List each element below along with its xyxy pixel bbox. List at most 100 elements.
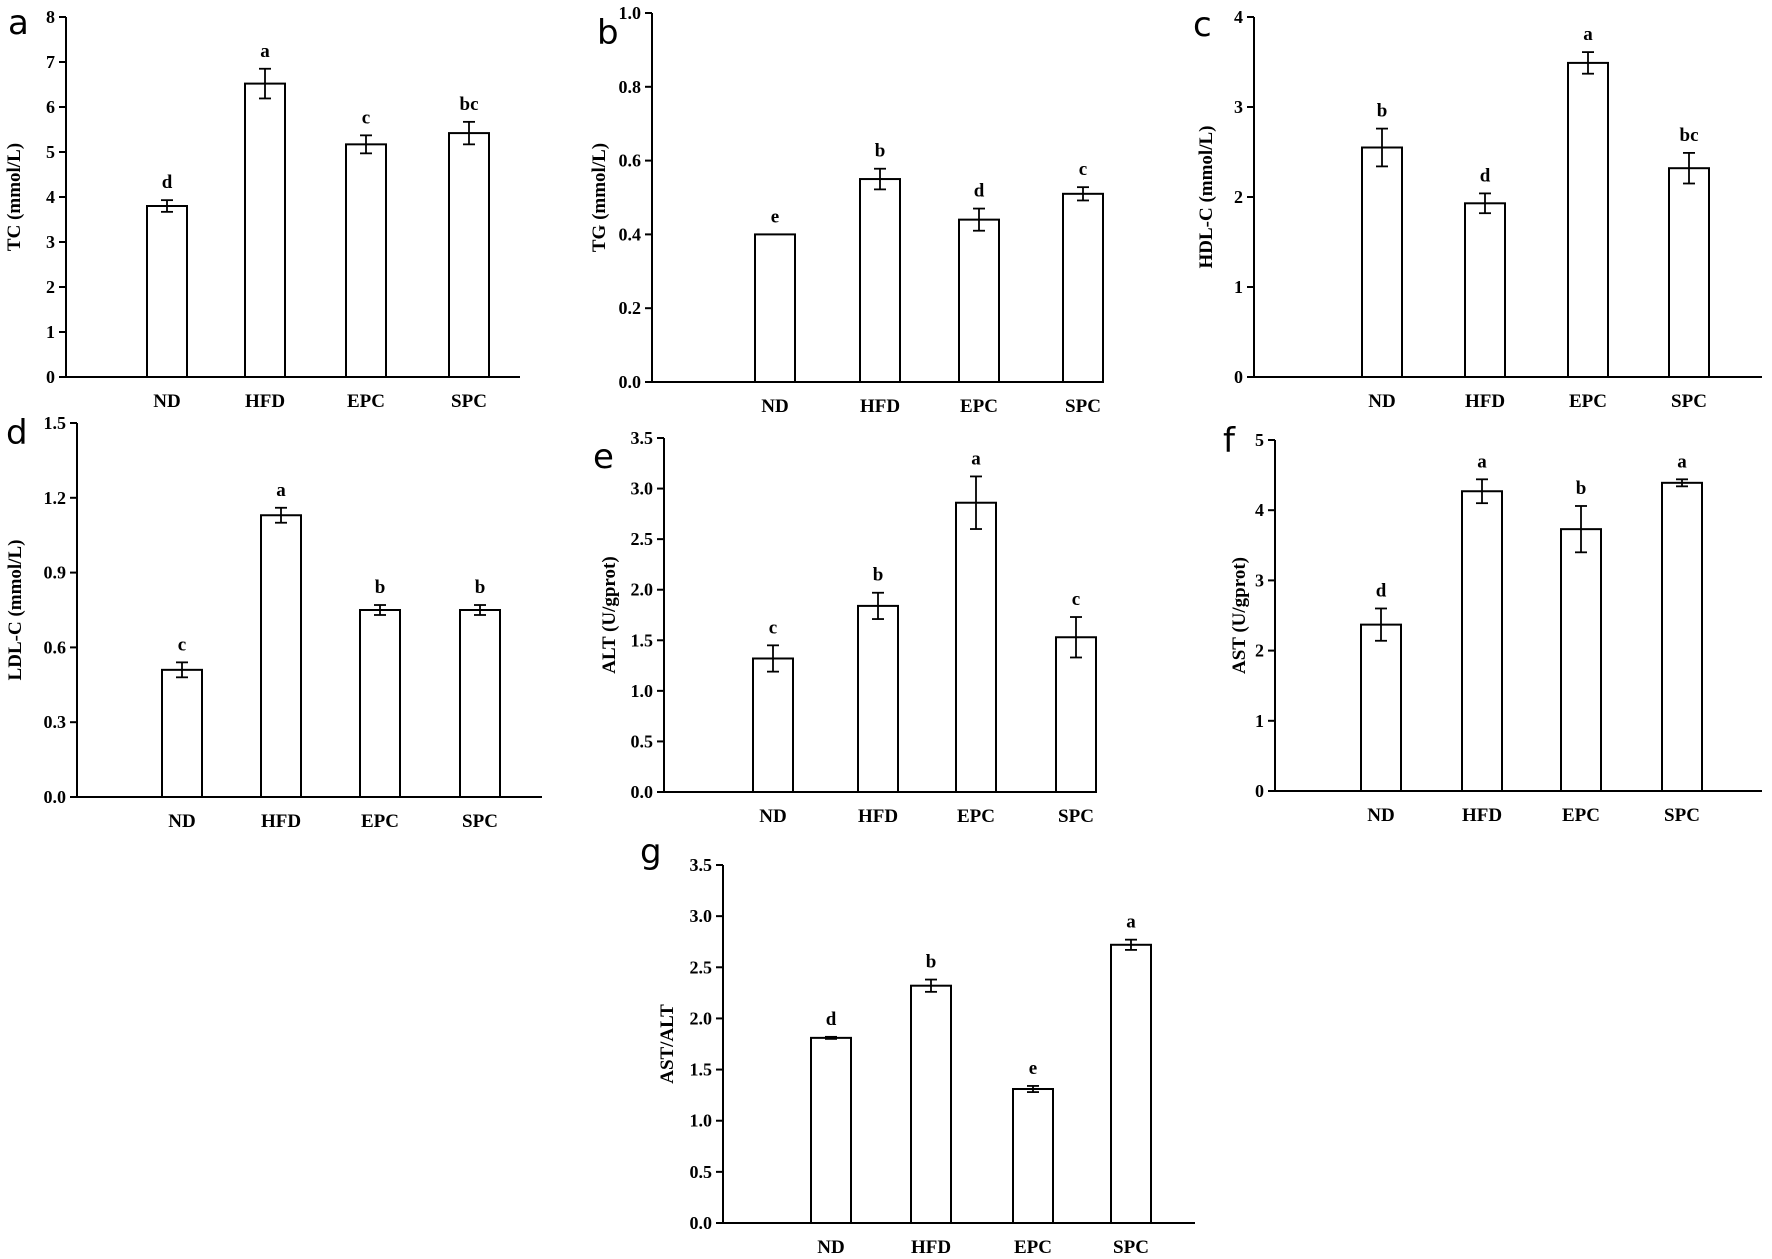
y-tick-label: 1.0 [631,681,654,701]
x-tick-label: ND [1368,391,1395,412]
bar-nd [1360,623,1402,792]
y-tick-label: 0.3 [44,712,67,732]
x-tick-label: HFD [911,1237,951,1258]
x-tick-label: EPC [361,811,399,832]
x-tick-label: ND [1367,805,1394,826]
significance-label: a [1477,451,1487,472]
y-tick-label: 0.6 [44,637,67,657]
significance-label: b [375,577,386,598]
y-tick-label: 4 [1255,500,1264,520]
x-tick-label: ND [168,811,195,832]
panel-c: c 0 1 2 3 4 HDL-C (mmol/L) b ND d HFD a EPC bc SPC [1193,5,1762,412]
y-tick-label: 0.2 [619,298,642,318]
significance-label: bc [460,94,479,115]
panel-letter: d [6,413,28,453]
y-tick-label: 0.0 [631,782,654,802]
significance-label: c [1072,589,1080,610]
bar-hfd [859,178,901,383]
y-axis-title: AST/ALT [657,1004,678,1084]
bar-spc [448,132,490,378]
significance-label: c [1079,159,1087,180]
significance-label: b [875,141,886,162]
panel-letter: b [597,13,619,53]
y-tick-label: 5 [46,142,55,162]
y-tick-label: 0.9 [44,563,67,583]
y-tick-label: 3.0 [690,906,713,926]
x-tick-label: ND [761,396,788,417]
x-tick-label: ND [817,1237,844,1258]
x-tick-label: EPC [1014,1237,1052,1258]
y-tick-label: 1.5 [690,1060,713,1080]
x-tick-label: SPC [1058,806,1094,827]
y-tick-label: 2.0 [631,580,654,600]
significance-label: c [362,107,370,128]
significance-label: a [1677,451,1687,472]
bar-epc [1012,1088,1054,1225]
y-tick-label: 1.0 [690,1111,713,1131]
y-tick-label: 8 [46,7,55,27]
bar-nd [1361,146,1403,378]
panel-a: a 0 1 2 3 4 5 6 7 8 TC (mmol/L) d ND a HFD c EPC bc SPC [4,3,520,412]
panel-letter: a [8,3,29,43]
bar-nd [161,668,203,799]
bar-epc [359,609,401,798]
y-tick-label: 3 [1234,97,1243,117]
y-axis-title: TG (mmol/L) [589,143,610,252]
panel-b: b 0.0 0.2 0.4 0.6 0.8 1.0 TG (mmol/L) e ND b HFD d EP… [589,3,1104,417]
significance-label: a [971,448,981,469]
y-tick-label: 3.5 [631,428,654,448]
bar-epc [1567,61,1609,379]
significance-label: b [873,565,884,586]
significance-label: a [1583,24,1593,45]
bar-hfd [857,604,899,794]
x-tick-label: EPC [347,391,385,412]
bar-spc [1668,167,1710,378]
y-tick-label: 1 [46,322,55,342]
y-tick-label: 0 [1255,781,1264,801]
y-tick-label: 2 [1234,187,1243,207]
panel-letter: e [593,437,614,477]
bar-epc [955,501,997,793]
y-tick-label: 1.2 [44,488,67,508]
y-tick-label: 4 [1234,7,1243,27]
x-tick-label: EPC [957,806,995,827]
y-tick-label: 0 [1234,367,1243,387]
y-tick-label: 1.5 [44,413,67,433]
significance-label: d [826,1009,837,1030]
significance-label: b [1576,478,1587,499]
y-tick-label: 0.8 [619,77,642,97]
bar-spc [1062,192,1104,383]
y-tick-label: 2 [1255,641,1264,661]
y-axis-title: AST (U/gprot) [1229,557,1250,674]
panel-letter: f [1223,421,1236,461]
y-tick-label: 2.0 [690,1008,713,1028]
significance-label: b [1377,101,1388,122]
bar-spc [1055,636,1097,793]
y-tick-label: 0.0 [619,372,642,392]
y-tick-label: 0.0 [690,1213,713,1233]
panel-e: e 0.0 0.5 1.0 1.5 2.0 2.5 3.0 3.5 ALT (U/gprot) c N… [593,428,1097,827]
x-tick-label: ND [759,806,786,827]
bar-hfd [1461,490,1503,792]
y-tick-label: 2.5 [631,529,654,549]
y-tick-label: 6 [46,97,55,117]
x-tick-label: EPC [1569,391,1607,412]
significance-label: bc [1680,125,1699,146]
y-tick-label: 0 [46,367,55,387]
x-tick-label: HFD [245,391,285,412]
y-axis-title: ALT (U/gprot) [599,556,620,673]
x-tick-label: SPC [1671,391,1707,412]
y-tick-label: 3.0 [631,479,654,499]
y-axis-title: HDL-C (mmol/L) [1196,125,1217,268]
significance-label: b [475,577,486,598]
x-tick-label: EPC [1562,805,1600,826]
significance-label: d [974,181,985,202]
bar-hfd [260,514,302,799]
x-tick-label: SPC [462,811,498,832]
significance-label: d [1480,165,1491,186]
y-axis-title: LDL-C (mmol/L) [5,540,26,681]
bar-hfd [244,82,286,378]
y-tick-label: 1.5 [631,630,654,650]
y-tick-label: 7 [46,52,55,72]
y-tick-label: 3 [46,232,55,252]
